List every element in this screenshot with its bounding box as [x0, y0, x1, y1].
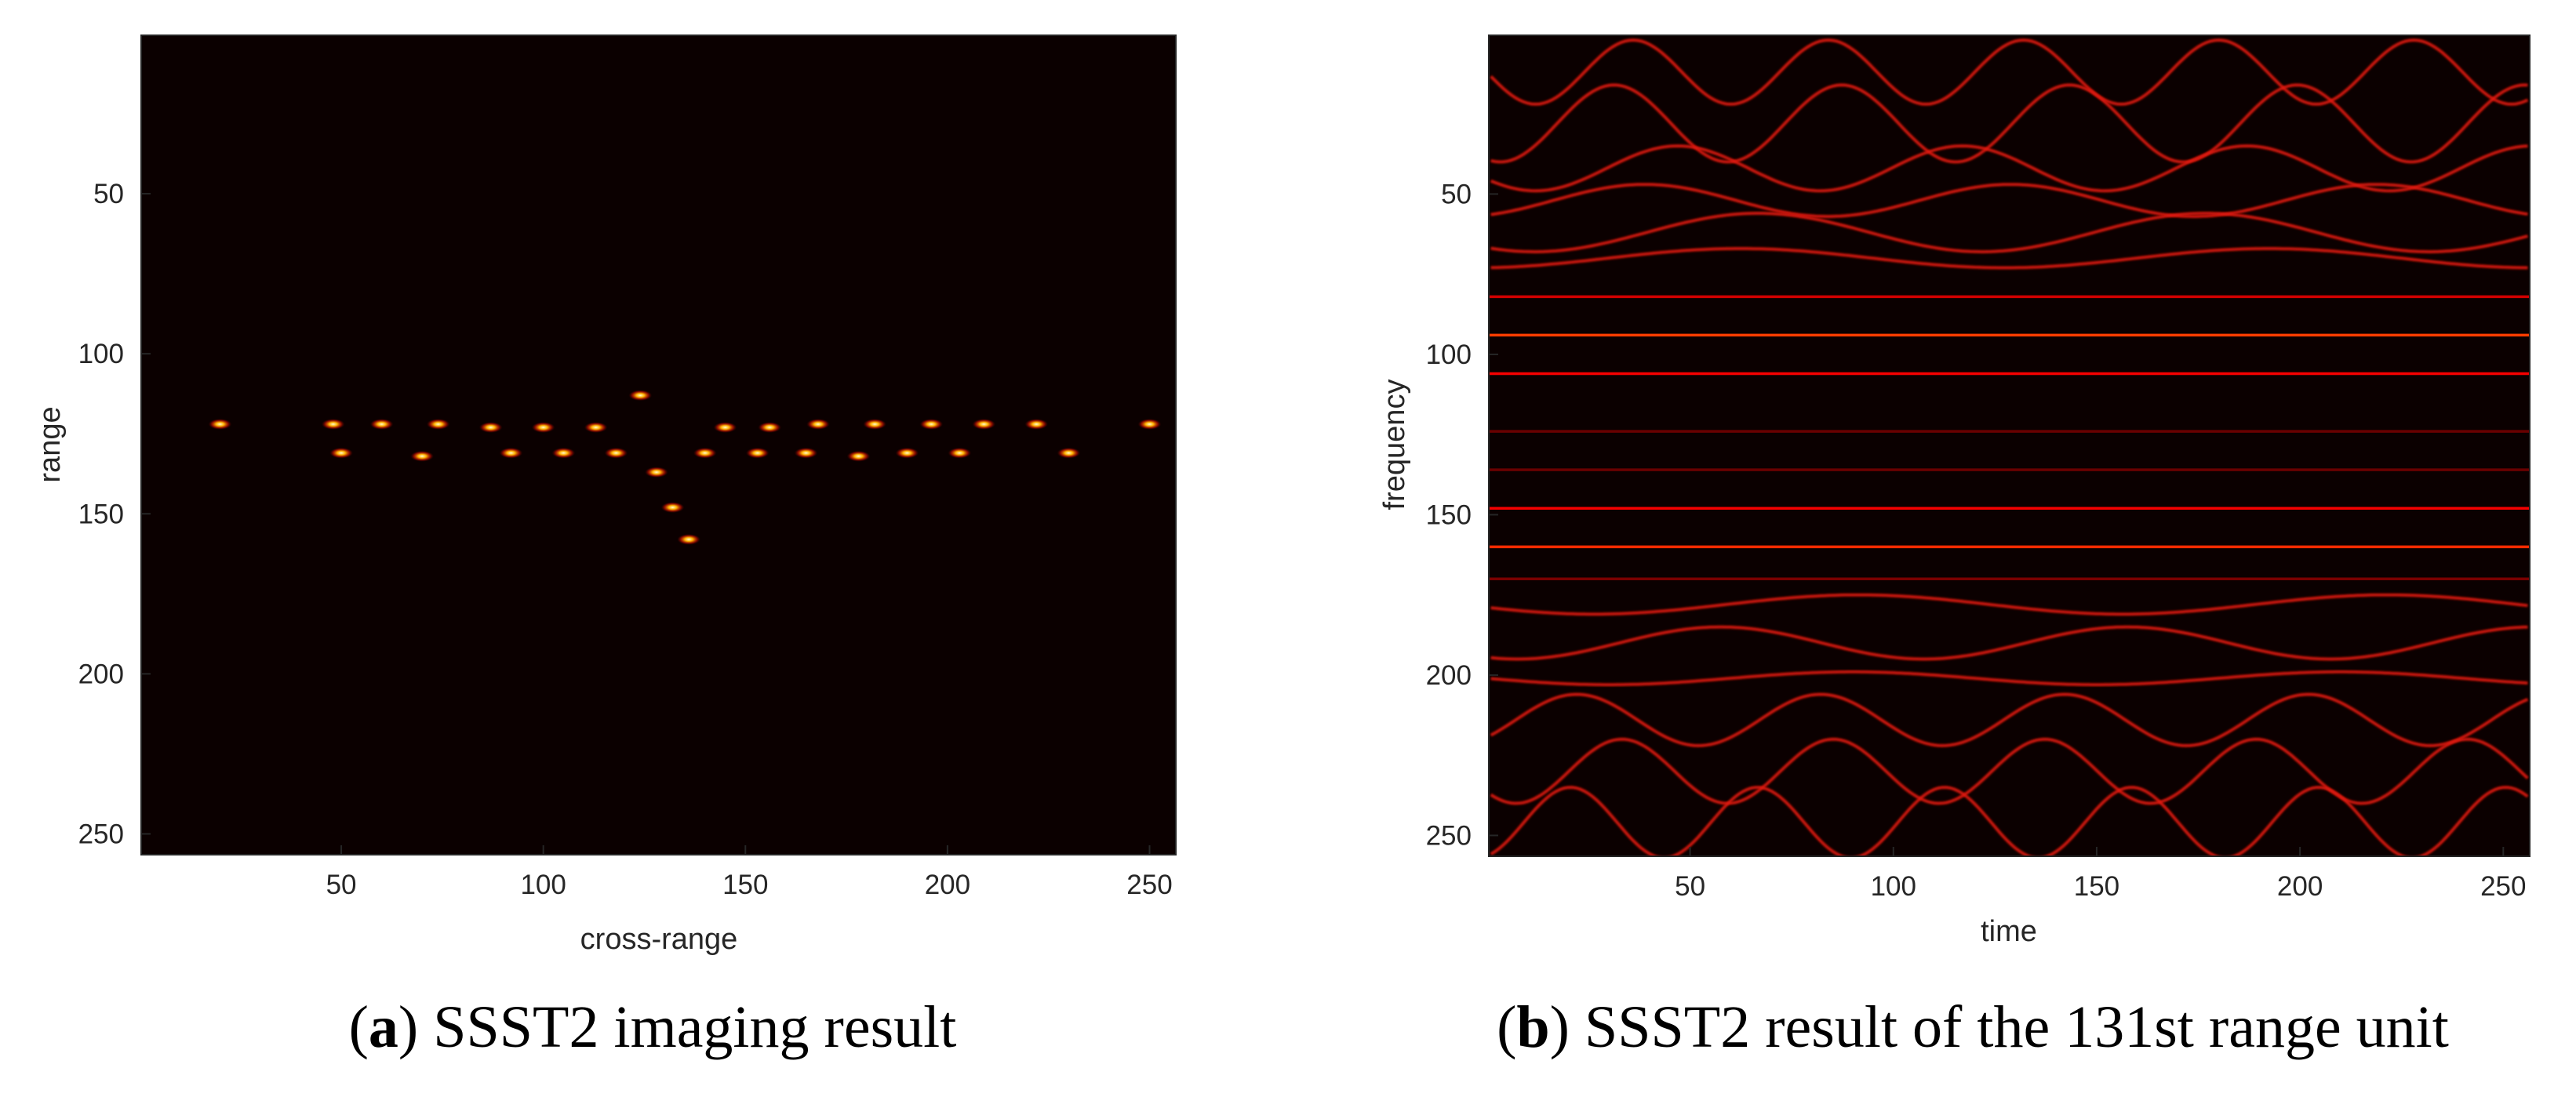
panel-b-plot-area	[1489, 35, 2530, 856]
panel-a-heatmap	[141, 390, 1176, 545]
panel-a-ytick-label: 150	[78, 499, 124, 529]
panel-a-ytick-label: 200	[78, 659, 124, 689]
panel-a-scatterer	[208, 418, 232, 430]
panel-a-xtick-label: 150	[722, 870, 768, 900]
panel-b-ytick-label: 200	[1426, 660, 1472, 691]
panel-a-scatterer	[846, 450, 871, 462]
panel-b-ridge-curve	[1490, 737, 2529, 805]
panel-b-ylabel: frequency	[1378, 380, 1411, 510]
panel-a-ytick-label: 250	[78, 819, 124, 849]
panel-b-caption-text: SSST2 result of the 131st range unit	[1585, 994, 2449, 1060]
panel-a-scatterer	[806, 418, 831, 430]
panel-a-scatterer	[1057, 447, 1081, 459]
panel-b-ridge-curve	[1490, 183, 2528, 219]
panel-a-scatterer	[644, 467, 668, 478]
panel-a-scatterer	[551, 447, 576, 459]
panel-b-ytick-label: 50	[1441, 179, 1472, 209]
panel-a-scatterer	[628, 390, 653, 401]
panel-b-xtick-label: 150	[2074, 871, 2119, 902]
panel-a-scatterer	[972, 418, 996, 430]
panel-a-scatterer	[369, 418, 394, 430]
panel-b-xtick-label: 200	[2277, 871, 2323, 902]
panel-b-ytick-label: 100	[1426, 340, 1472, 370]
panel-a-scatterer	[919, 418, 944, 430]
panel-a-scatterer	[531, 422, 555, 434]
panel-a-xticks: 50 100 150 200 250	[326, 845, 1173, 900]
panel-a-scatterer	[499, 447, 523, 459]
panel-a-ytick-label: 100	[78, 339, 124, 369]
panel-a-xlabel: cross-range	[580, 923, 738, 956]
panel-a-scatterer	[660, 502, 685, 514]
panel-a-scatterer	[584, 422, 608, 434]
panel-a-scatterer	[1137, 418, 1162, 430]
panel-a-xtick-label: 100	[520, 870, 566, 900]
panel-a-scatterer	[713, 422, 737, 434]
panel-b-ytick-label: 150	[1426, 499, 1472, 530]
panel-a-ylabel: range	[34, 406, 67, 482]
panel-b-ridge-curve	[1490, 786, 2529, 856]
panel-b-ridge-curve	[1490, 670, 2528, 687]
panel-a-scatterer	[745, 447, 770, 459]
panel-b-ridge-curve	[1490, 625, 2528, 661]
panel-a-scatterer	[693, 447, 717, 459]
panel-a-frame	[140, 35, 1177, 855]
panel-a-scatterer	[895, 447, 919, 459]
panel-b-xlabel: time	[1981, 915, 2037, 948]
panel-b-xtick-label: 50	[1675, 871, 1705, 902]
panel-b-ytick-label: 250	[1426, 820, 1472, 851]
panel-a-xtick-label: 200	[925, 870, 970, 900]
panel-b-ridge-curve	[1490, 692, 2529, 747]
panel-a: 50 100 150 200 250 50 100 150 200 250 cross-rang…	[34, 35, 1177, 1060]
panel-a-letter: a	[369, 994, 398, 1060]
panel-a-yticks: 50 100 150 200 250	[78, 179, 151, 849]
panel-a-scatterer	[1024, 418, 1049, 430]
panel-a-caption: (a) SSST2 imaging result	[349, 994, 957, 1060]
panel-b-letter: b	[1516, 994, 1549, 1060]
panel-b-frame	[1488, 35, 2531, 857]
panel-a-xtick-label: 250	[1126, 870, 1172, 900]
panel-b-caption: (b) SSST2 result of the 131st range unit	[1497, 994, 2449, 1060]
panel-a-xtick-label: 50	[326, 870, 357, 900]
panel-a-scatterer	[677, 533, 701, 545]
panel-a-scatterer	[426, 418, 450, 430]
panel-b-ridge-curve	[1490, 83, 2528, 164]
panel-b-ridge-curve	[1490, 247, 2528, 270]
panel-b-xtick-label: 100	[1871, 871, 1916, 902]
panel-a-scatterer	[604, 447, 628, 459]
panel-b-xtick-label: 250	[2480, 871, 2526, 902]
panel-a-scatterer	[863, 418, 887, 430]
panel-a-scatterer	[329, 447, 354, 459]
panel-b-xticks: 50 100 150 200 250	[1675, 847, 2527, 902]
panel-b-heatmap	[1489, 38, 2530, 856]
panel-a-scatterer	[758, 422, 782, 434]
panel-a-scatterer	[321, 418, 345, 430]
panel-b-ridge-curve	[1490, 593, 2528, 616]
panel-a-scatterer	[410, 450, 435, 462]
panel-a-scatterer	[948, 447, 972, 459]
panel-b-ridge-curve	[1490, 212, 2528, 254]
panel-b-yticks: 50 100 150 200 250	[1426, 179, 1498, 851]
panel-a-ytick-label: 50	[93, 179, 124, 209]
panel-a-scatterer	[794, 447, 818, 459]
panel-a-scatterer	[478, 422, 503, 434]
panel-b-ridge-curve	[1490, 38, 2529, 106]
panel-b: 50 100 150 200 250 50 100 150 200 250 time frequ…	[1378, 35, 2531, 1060]
panel-a-caption-text: SSST2 imaging result	[433, 994, 956, 1060]
